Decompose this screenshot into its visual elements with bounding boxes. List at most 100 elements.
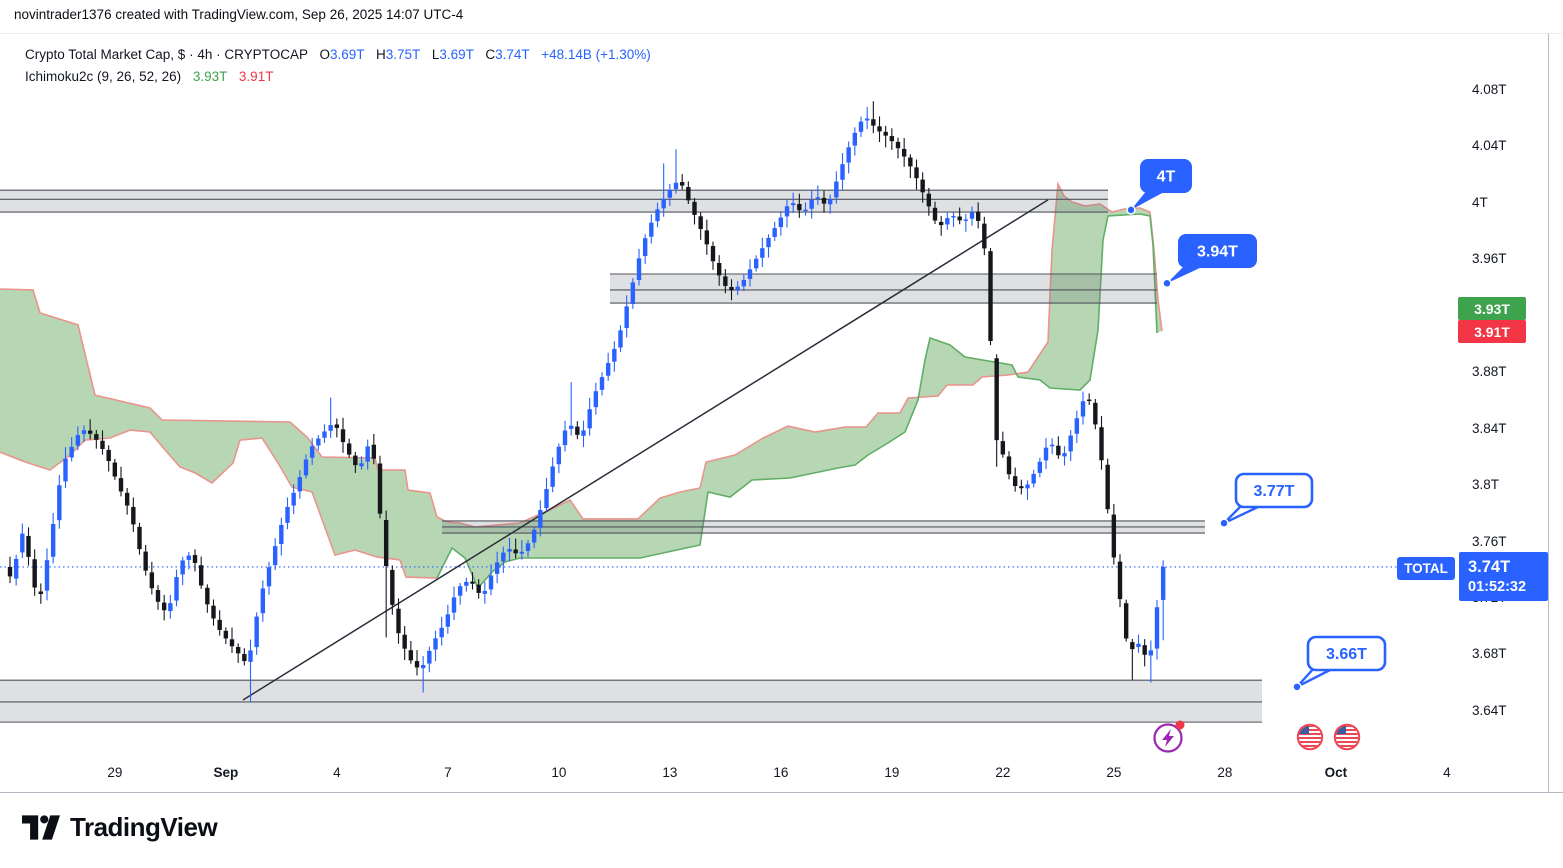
ascending-trendline[interactable] <box>242 199 1049 701</box>
candle-body <box>550 466 555 487</box>
candle-body <box>797 203 802 211</box>
ohlc-low: L3.69T <box>431 47 474 62</box>
candle-body <box>649 222 654 237</box>
candle-wick <box>1150 640 1152 683</box>
candle-body <box>340 429 346 443</box>
candle-wick <box>885 125 887 148</box>
candle-body <box>322 431 327 438</box>
current-price-value: 3.74T <box>1468 557 1511 576</box>
price-callout-3.94T[interactable]: 3.94T <box>1162 234 1257 289</box>
candle-body <box>642 238 648 257</box>
candle-body <box>1049 444 1055 447</box>
candle-body <box>544 489 549 509</box>
candle-body <box>235 646 241 654</box>
candle-body <box>846 147 851 163</box>
time-tick-22: 22 <box>995 765 1011 780</box>
candle-body <box>519 551 525 554</box>
economic-event-lightning-icon[interactable] <box>1153 720 1185 753</box>
price-tick-3.76T: 3.76T <box>1472 533 1507 549</box>
candle-body <box>488 575 494 590</box>
lightning-bolt-icon <box>1162 729 1174 747</box>
demand-zone-3.66T[interactable] <box>0 679 1262 723</box>
supply-zone-3.94T[interactable] <box>610 273 1157 304</box>
callout-bubble <box>1306 635 1387 672</box>
time-tick-16: 16 <box>773 765 789 780</box>
candle-body <box>57 485 62 521</box>
candle-wick <box>965 213 967 232</box>
candle-body <box>655 209 660 222</box>
candle-body <box>20 533 25 553</box>
candle-body <box>38 591 44 595</box>
price-tick-3.68T: 3.68T <box>1472 646 1507 662</box>
candle-body <box>1025 484 1030 489</box>
candle-body <box>513 549 518 554</box>
candle-body <box>470 581 475 584</box>
candle-body <box>501 552 506 562</box>
candle-wick <box>1131 638 1133 680</box>
candle-body <box>414 661 420 668</box>
candle-wick <box>872 101 874 134</box>
candle-body <box>729 287 734 291</box>
candle-body <box>217 619 222 630</box>
candle-body <box>1099 427 1104 461</box>
base-line-price-badge: 3.91T <box>1458 320 1526 343</box>
candle-body <box>272 546 278 566</box>
time-axis[interactable] <box>0 758 1563 792</box>
candle-body <box>969 212 975 219</box>
candle-body <box>1056 445 1061 456</box>
candle-body <box>723 276 728 286</box>
candle-wick <box>1162 560 1164 641</box>
supply-zone-4T[interactable] <box>0 189 1108 213</box>
candle-body <box>914 167 919 179</box>
symbol-title[interactable]: Crypto Total Market Cap, $ <box>25 47 186 62</box>
candle-body <box>667 189 673 198</box>
candle-body <box>161 602 167 611</box>
candle-body <box>630 282 636 304</box>
candle-body <box>309 446 315 458</box>
price-tick-4.04T: 4.04T <box>1472 138 1507 154</box>
price-axis[interactable] <box>1449 33 1563 792</box>
time-tick-Oct: Oct <box>1324 765 1348 780</box>
candle-body <box>612 348 617 362</box>
candle-wick <box>1026 480 1029 500</box>
candle-body <box>809 199 814 209</box>
candle-body <box>624 306 629 328</box>
candle-body <box>260 588 266 614</box>
candle-body <box>69 446 74 458</box>
us-flag-event-icon-2[interactable] <box>1333 723 1361 751</box>
price-callout-3.66T[interactable]: 3.66T <box>1292 635 1387 692</box>
candle-body <box>531 529 537 543</box>
candle-body <box>661 198 666 209</box>
candle-body <box>476 584 481 593</box>
candle-body <box>605 363 611 376</box>
candle-wick <box>952 212 955 227</box>
candle-body <box>704 230 710 245</box>
candle-body <box>679 182 685 186</box>
price-tick-4T: 4T <box>1472 194 1488 210</box>
candle-body <box>285 506 290 523</box>
callout-text: 3.66T <box>1326 646 1367 663</box>
candle-wick <box>385 510 387 638</box>
indicator-name[interactable]: Ichimoku2c (9, 26, 52, 26) <box>25 69 182 84</box>
price-callout-3.77T[interactable]: 3.77T <box>1219 472 1314 528</box>
attribution-text: novintrader1376 created with TradingView… <box>14 7 464 22</box>
level-zone-3.77T[interactable] <box>442 520 1205 534</box>
interval-label[interactable]: 4h <box>197 47 213 62</box>
candle-body <box>359 463 364 467</box>
candle-body <box>87 430 93 434</box>
candle-body <box>433 638 438 650</box>
candle-body <box>815 197 821 199</box>
tradingview-logo-mark <box>22 815 60 840</box>
candle-body <box>131 506 136 525</box>
us-flag-event-icon-1[interactable] <box>1296 723 1324 751</box>
candle-wick <box>471 572 474 590</box>
candle-body <box>1037 461 1043 473</box>
tradingview-logo[interactable]: TradingView <box>22 812 218 843</box>
legend-indicator-row: Ichimoku2c (9, 26, 52, 26) 3.93T 3.91T <box>25 66 651 88</box>
price-callout-4T[interactable]: 4T <box>1126 159 1192 215</box>
candle-body <box>365 446 370 462</box>
candle-body <box>402 634 407 649</box>
candle-body <box>482 590 488 594</box>
